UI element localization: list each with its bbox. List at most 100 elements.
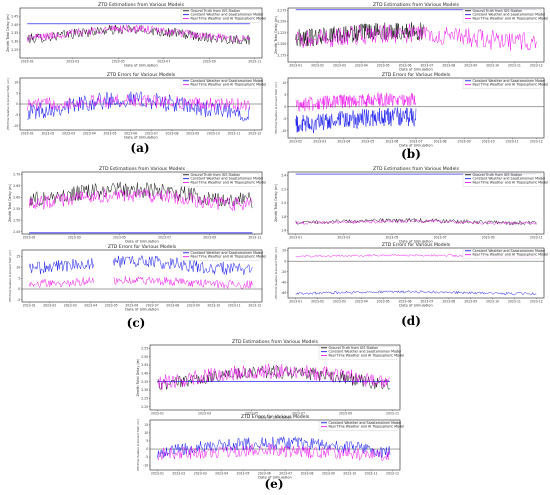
x-tick-label: 2023-03 [68,236,81,240]
series-line-1 [27,24,251,45]
legend-box [180,79,260,89]
x-tick-label: 2023-01 [21,132,34,136]
x-tick-label: 2023-03 [64,304,77,308]
y-tick-label: 5 [16,91,18,95]
y-tick-label: 2.50 [13,218,20,222]
x-tick-label: 2023-05 [112,60,125,64]
x-tick-label: 2023-05 [377,300,390,304]
series-line-1 [295,290,537,296]
x-tick-label: 2023-11 [530,236,543,240]
x-tick-label: 2023-10 [486,300,499,304]
y-tick-label: -60 [281,291,286,295]
y-tick-label: 2.25 [11,48,18,52]
y-axis-label: Zenith Total Delay (m) [6,13,10,51]
x-tick-label: 2023-05 [377,64,390,68]
chart-title: ZTD Errors for Various Models [382,72,451,78]
chart-title: ZTD Estimations from Various Models [373,166,460,172]
x-tick-label: 2023-10 [482,140,495,144]
panel-label-b: (b) [401,147,421,161]
x-tick-label: 2023-07 [434,236,447,240]
x-tick-label: 2023-06 [124,132,137,136]
x-tick-label: 2023-11 [508,300,521,304]
y-tick-label: -5 [17,298,20,302]
legend-box [180,251,260,261]
x-tick-label: 2023-07 [420,300,433,304]
x-tick-label: 2023-04 [355,64,368,68]
y-tick-label: 2.45 [141,363,148,367]
series-line-2 [27,94,251,112]
legend-label: Real Time Weather and AI Tropospheric Mo… [191,17,267,21]
x-axis-label: Date of Simulation [399,68,432,72]
y-tick-label: 1.8 [281,215,286,219]
chart-d-top: ZTD Estimations from Various Models 2023-… [274,166,548,243]
series-line-2 [28,276,253,289]
legend-label: Ground Truth from IGS Station [191,9,241,13]
x-tick-label: 2023-11 [365,472,378,476]
y-tick-label: 2.50 [141,355,148,359]
y-tick-label: 0 [284,259,286,263]
y-tick-label: 2.35 [11,31,18,35]
x-tick-label: 2023-04 [355,300,368,304]
chart-title: ZTD Estimations from Various Models [99,166,186,172]
legend-label: Constant Weather and Saastamoinen Model [191,13,264,17]
chart-c-bottom: ZTD Errors for Various Models 2023-01 2023… [8,244,266,311]
x-tick-label: 2023-05 [385,236,398,240]
x-tick-label: 2023-11 [508,64,521,68]
series-line-1 [28,255,253,276]
y-tick-label: 2.45 [11,14,18,18]
x-tick-label: 2023-02 [172,472,185,476]
y-tick-label: 2.275 [277,8,286,12]
y-tick-label: 2.0 [281,201,286,205]
legend-label: Ground Truth from IGS Station [191,173,241,177]
y-tick-label: 2.20 [141,405,148,409]
y-axis-label: Zenith Total Delay (m) [274,15,278,53]
y-tick-label: 2.60 [13,195,20,199]
x-tick-label: 2023-03 [62,132,75,136]
x-tick-label: 2023-12 [530,300,543,304]
y-tick-label: 5 [146,439,148,443]
y-axis-label: ZTD Error Relative to Ground Truth (cm) [8,250,12,302]
x-axis-label: Date of Simulation [258,476,291,480]
x-tick-label: 2023-03 [337,236,350,240]
x-axis-label: Date of Simulation [399,144,432,148]
x-axis-label: Date of Simulation [399,240,432,244]
x-axis-label: Date of Simulation [399,304,432,308]
x-tick-label: 2023-12 [248,132,261,136]
x-axis-label: Date of Simulation [124,64,157,68]
x-tick-label: 2023-07 [279,472,292,476]
chart-b-top: ZTD Estimations from Various Models 2023-… [274,2,548,71]
x-tick-label: 2023-01 [289,300,302,304]
x-tick-label: 2023-01 [289,64,302,68]
y-tick-label: 20 [282,249,286,253]
series-line-3 [295,219,537,226]
y-tick-label: 2.30 [141,388,148,392]
x-tick-label: 2023-04 [84,304,97,308]
chart-title: ZTD Errors for Various Models [107,72,176,78]
x-tick-label: 2023-07 [157,60,170,64]
x-axis-label: Date of Simulation [125,308,158,312]
x-tick-label: 2023-03 [194,472,207,476]
y-tick-label: 15 [144,423,148,427]
x-tick-label: 2023-08 [166,304,179,308]
x-tick-label: 2023-09 [339,412,352,416]
x-tick-label: 2023-07 [145,132,158,136]
x-axis-label: Date of Simulation [258,416,291,420]
y-tick-label: 2.175 [277,53,286,57]
legend-box [180,173,260,187]
x-tick-label: 2023-03 [198,412,211,416]
x-tick-label: 2023-02 [289,140,302,144]
legend-box [462,249,542,259]
legend-label: Real Time Weather and AI Tropospheric Mo… [329,425,405,429]
x-tick-label: 2023-11 [228,132,241,136]
x-tick-label: 2023-12 [530,140,543,144]
legend-label: Constant Weather and Saastamoinen Model [473,177,546,181]
chart-e-bottom: ZTD Errors for Various Models 2023-01 2023… [136,414,404,479]
x-tick-label: 2023-11 [248,60,261,64]
y-tick-label: -5 [15,113,18,117]
legend-label: Real Time Weather and AI Tropospheric Mo… [191,255,267,259]
legend-label: Constant Weather and Saastamoinen Model [329,350,402,354]
y-axis-label: Zenith Total Delay (m) [274,183,278,221]
x-tick-label: 2023-05 [361,140,374,144]
x-tick-label: 2023-01 [151,412,164,416]
